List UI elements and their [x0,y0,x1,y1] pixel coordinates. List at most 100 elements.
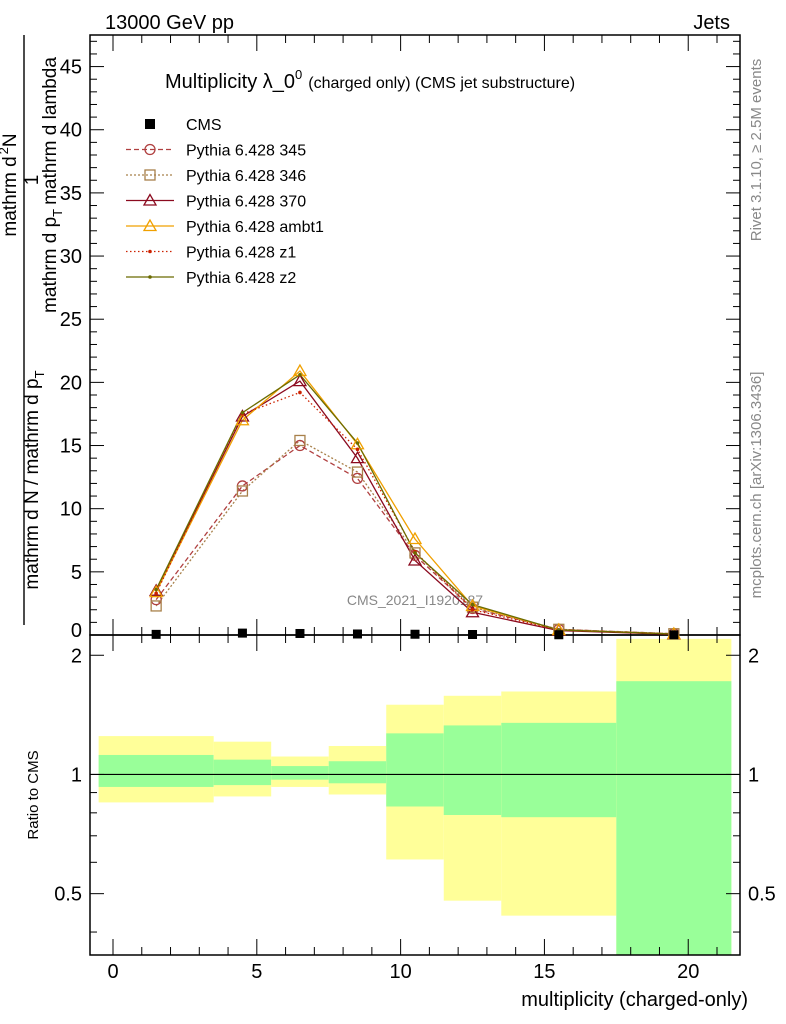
y-label-numerator-top: 1 [22,175,43,186]
mcplots-credit-label: mcplots.cern.ch [arXiv:1306.3436] [748,372,765,599]
series-line-0 [155,444,674,635]
series-line-1 [155,439,674,635]
series-point-1 [236,485,249,497]
y-tick-label: 25 [60,309,82,331]
x-axis-label: multiplicity (charged-only) [521,989,748,1011]
series-point-4 [470,607,475,612]
rivet-version-label: Rivet 3.1.10, ≥ 2.5M events [748,59,765,242]
y-label-num-bottom-main: mathrm d [0,156,21,236]
series-point-3 [149,584,164,598]
series-point-5 [240,410,245,415]
series-point-1 [409,547,421,559]
series-point-1 [150,600,162,612]
series-point-4 [154,591,158,596]
y-tick-label: 30 [60,246,82,268]
series-point-5 [413,551,417,555]
series-point-2 [407,553,423,566]
legend-marker-0 [144,143,156,156]
chart-title-suffix: (charged only) (CMS jet substructure) [308,75,575,92]
cms-point [554,630,564,640]
series-lines [155,370,674,636]
y-tick-label: 5 [71,562,82,584]
cms-point [468,629,478,639]
y-tick-label: 10 [60,499,82,521]
x-tick-label: 10 [389,961,411,983]
ratio-band-green-3 [328,761,387,784]
ratio-tick-label-right: 0.5 [748,884,776,906]
series-point-2 [292,373,308,387]
cms-point [669,630,679,640]
y-label-den-bottom-sub: T [50,209,65,217]
chart-title-superscript: 0 [295,67,302,82]
y-axis-label-denominator-bottom: mathrm d pTmathrm d lambda [40,57,65,313]
y-tick-label: 0 [71,620,82,642]
cms-point [410,629,420,639]
y-axis-ticks: 5 10 15 20 25 30 35 40 45 0 [60,40,740,642]
ratio-bands [98,638,732,955]
y-axis-label: 1 mathrm d N / mathrm d pT mathrm d 2N [0,35,47,625]
series-point-1 [466,601,479,613]
y-label-den-bottom-main: mathrm d p [40,217,61,313]
series-point-3 [235,412,250,426]
ratio-tick-label-right: 1 [748,764,759,786]
ratio-axis-label: Ratio to CMS [25,750,42,839]
y-tick-label: 45 [60,57,82,79]
legend-marker-cms [145,119,155,129]
ratio-band-green-5 [443,725,502,815]
x-tick-label: 0 [107,961,118,983]
y-label-numerator-bottom: mathrm d 2N [0,133,21,236]
y-label-denominator-top: mathrm d N / mathrm d pT [22,370,47,589]
ratio-band-green-7 [616,681,732,955]
ratio-band-green-0 [98,754,214,787]
cms-data-points [151,628,679,640]
cms-point [151,629,161,639]
series-point-4 [355,447,360,452]
series-point-2 [465,604,480,618]
y-label-denominator-top-sub: T [32,370,47,378]
series-point-2 [350,450,365,464]
series-point-1 [351,466,364,478]
header-process-label: Jets [693,12,730,34]
series-point-4 [298,390,302,395]
legend-label-4: Pythia 6.428 z1 [186,245,296,262]
series-point-5 [298,372,302,377]
ratio-band-green-4 [386,733,444,807]
ratio-tick-label-left: 2 [71,645,82,667]
cms-point [352,629,362,639]
legend-marker-2 [142,193,158,206]
legend-marker-1 [144,169,156,181]
series-point-1 [294,434,306,447]
ratio-tick-label-right: 2 [748,645,759,667]
y-tick-label: 15 [60,436,82,458]
series-point-0 [351,472,364,485]
ratio-axis-ticks: 0.5 0.5 1 1 2 2 [54,645,776,933]
y-label-num-bottom-rest: N [0,133,21,147]
header-energy-label: 13000 GeV pp [105,12,234,34]
ratio-band-green-2 [271,766,329,780]
series-point-3 [407,531,423,545]
y-label-denominator-top-main: mathrm d N / mathrm d p [22,378,43,589]
y-tick-label: 20 [60,372,82,394]
x-axis-ticks: 0 5 10 15 20 [107,35,718,983]
series-point-2 [235,409,250,422]
legend-marker-5 [148,275,152,279]
series-point-5 [470,602,475,607]
y-label-num-bottom-sup: 2 [0,147,11,154]
series-line-4 [155,391,674,635]
x-tick-label: 15 [533,961,555,983]
legend-marker-3 [142,218,158,232]
chart-title: Multiplicity λ_00 (charged only) (CMS jet… [165,67,575,93]
analysis-watermark: CMS_2021_I1920187 [347,592,483,608]
ratio-tick-label-left: 0.5 [54,884,82,906]
x-tick-label: 20 [677,961,699,983]
legend: CMS Pythia 6.428 345 Pythia 6.428 346 Pythi… [126,117,324,287]
y-tick-label: 35 [60,183,82,205]
x-tick-label: 5 [251,961,262,983]
legend-marker-4 [148,249,152,254]
ratio-tick-label-left: 1 [71,764,82,786]
ratio-band-green-6 [501,722,617,818]
legend-label-1: Pythia 6.428 346 [186,168,306,185]
cms-point [237,628,247,638]
y-tick-label: 40 [60,120,82,142]
